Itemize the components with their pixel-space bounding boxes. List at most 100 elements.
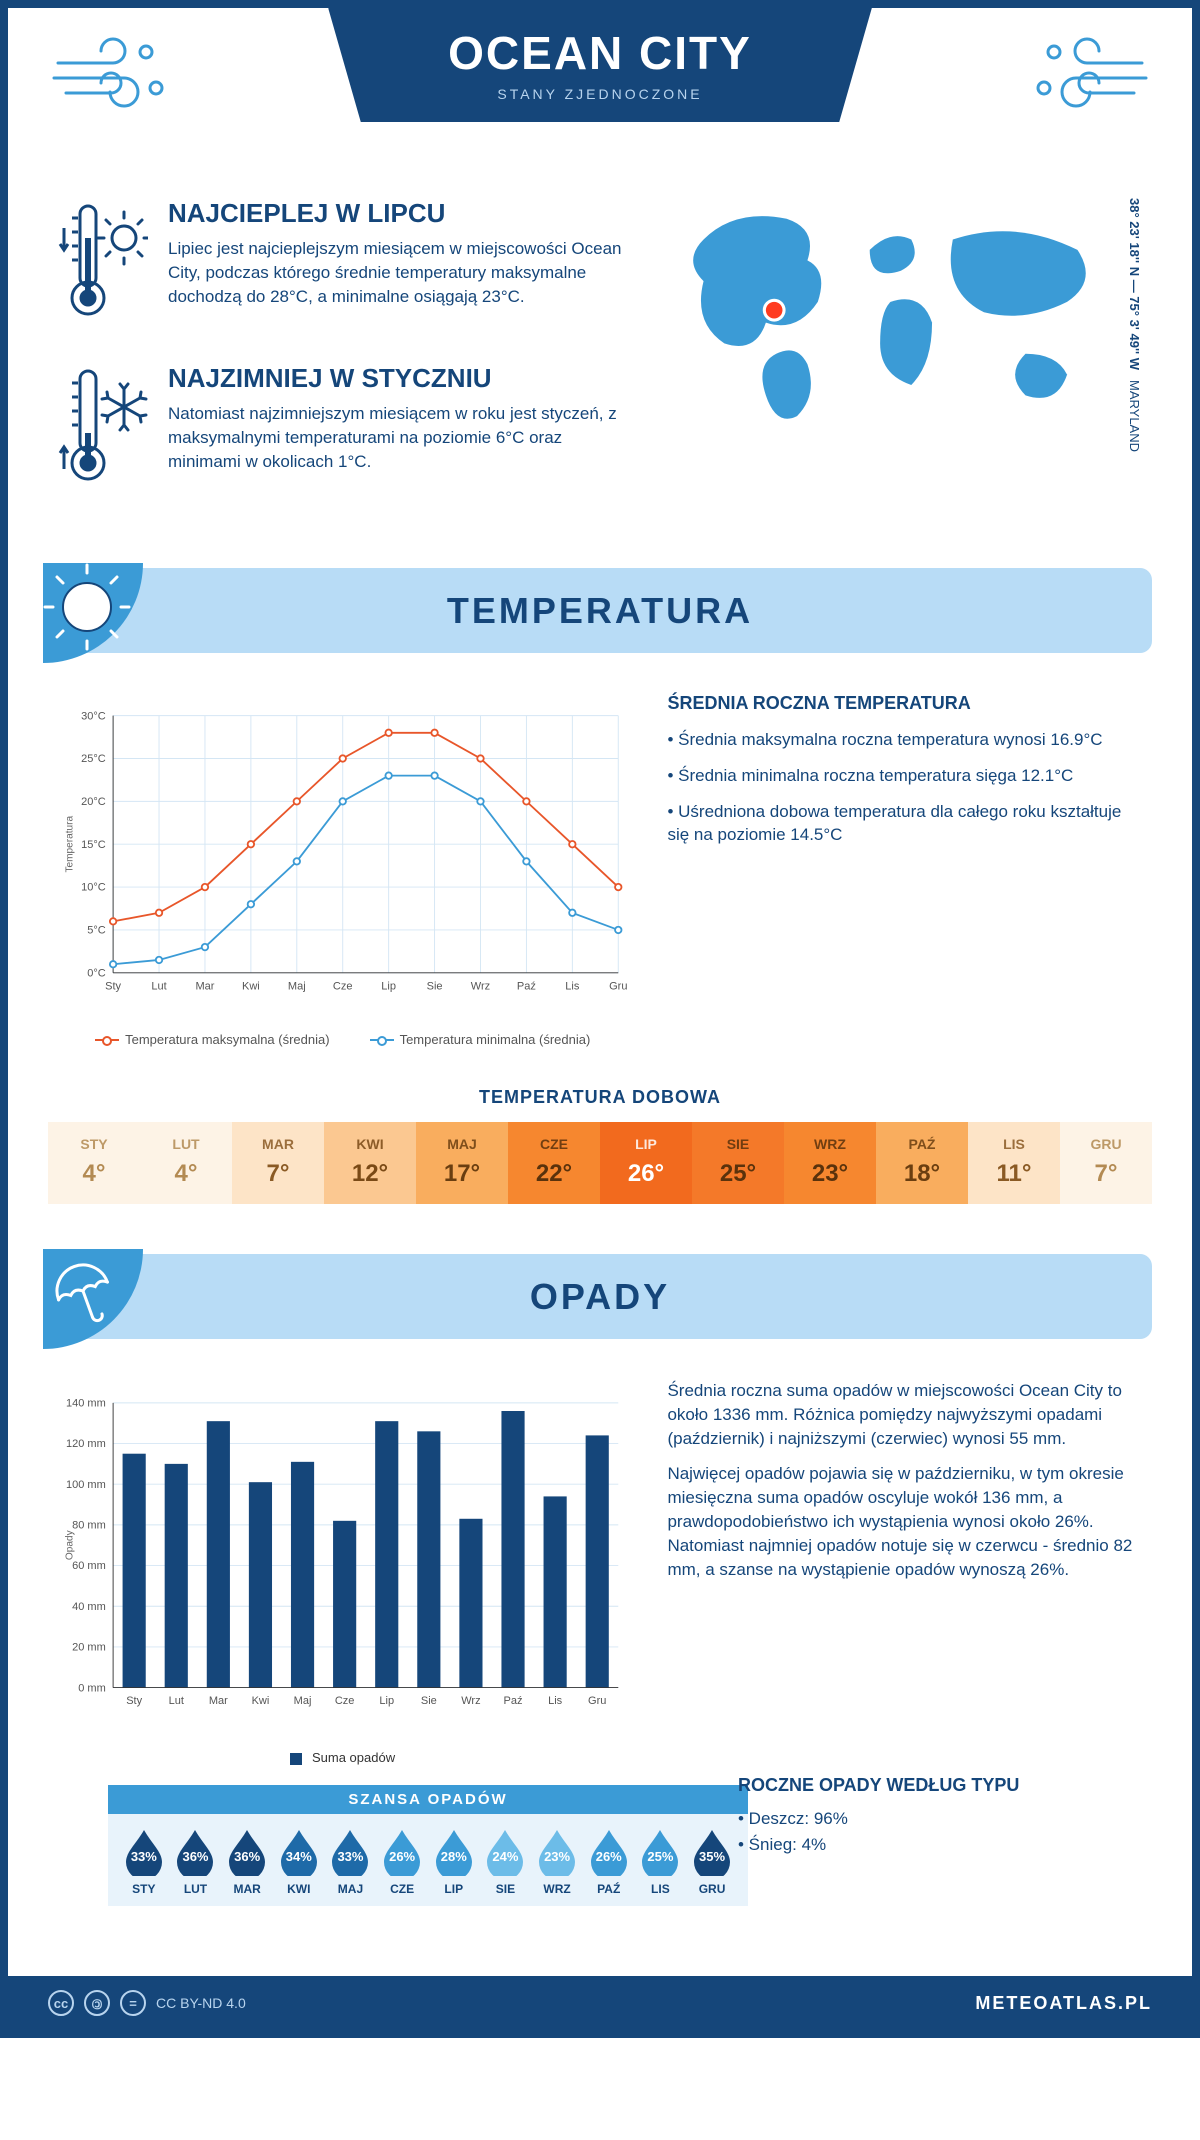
precip-legend-label: Suma opadów [312,1750,395,1765]
svg-text:100 mm: 100 mm [66,1479,106,1491]
chance-pct: 33% [330,1828,370,1876]
daily-temp-cell: WRZ23° [784,1122,876,1204]
legend-max-label: Temperatura maksymalna (średnia) [125,1032,329,1047]
svg-text:Temperatura: Temperatura [65,816,76,873]
temperature-chart-area: 0°C5°C10°C15°C20°C25°C30°CStyLutMarKwiMa… [58,693,627,1047]
precip-chart-area: 0 mm20 mm40 mm60 mm80 mm100 mm120 mm140 … [58,1379,627,1765]
chance-drop: 24% SIE [485,1828,525,1896]
svg-text:0°C: 0°C [87,967,106,979]
wind-icon-right [1022,28,1152,128]
chance-drop: 36% LUT [175,1828,215,1896]
svg-text:Sty: Sty [105,980,121,992]
svg-text:Cze: Cze [335,1695,355,1707]
cc-icon: cc [48,1990,74,2016]
daily-month: MAJ [420,1136,504,1152]
daily-value: 18° [880,1160,964,1188]
climate-summary: NAJCIEPLEJ W LIPCU Lipiec jest najcieple… [58,198,632,528]
section-header-precipitation: OPADY [48,1254,1152,1339]
daily-temp-cell: MAR7° [232,1122,324,1204]
precip-type-block: ROCZNE OPADY WEDŁUG TYPU • Deszcz: 96%• … [738,1775,1142,1857]
temp-bullet: • Średnia minimalna roczna temperatura s… [667,764,1142,788]
daily-temp-cell: STY4° [48,1122,140,1204]
svg-text:Kwi: Kwi [252,1695,270,1707]
top-info-row: NAJCIEPLEJ W LIPCU Lipiec jest najcieple… [8,188,1192,568]
thermometer-hot-icon [58,198,148,333]
chance-month: SIE [485,1882,525,1896]
daily-temp-cell: CZE22° [508,1122,600,1204]
precipitation-bar-chart: 0 mm20 mm40 mm60 mm80 mm100 mm120 mm140 … [58,1379,627,1739]
nd-icon: = [120,1990,146,2016]
chance-pct: 33% [124,1828,164,1876]
chance-pct: 36% [175,1828,215,1876]
chance-pct: 34% [279,1828,319,1876]
daily-temp-cell: GRU7° [1060,1122,1152,1204]
svg-text:Cze: Cze [333,980,353,992]
temp-legend: Temperatura maksymalna (średnia) Tempera… [58,1032,627,1047]
svg-text:Lip: Lip [381,980,396,992]
chance-drop: 28%LIP [434,1828,474,1896]
chance-month: KWI [279,1882,319,1896]
coldest-block: NAJZIMNIEJ W STYCZNIU Natomiast najzimni… [58,363,632,498]
svg-text:Lut: Lut [151,980,166,992]
chance-pct: 25% [640,1828,680,1876]
daily-temp-cell: SIE25° [692,1122,784,1204]
svg-text:20 mm: 20 mm [72,1642,106,1654]
chance-month: LUT [175,1882,215,1896]
svg-text:Sie: Sie [427,980,443,992]
chance-pct: 24% [485,1828,525,1876]
legend-min-label: Temperatura minimalna (średnia) [400,1032,591,1047]
daily-value: 23° [788,1160,872,1188]
precip-p2: Najwięcej opadów pojawia się w październ… [667,1462,1142,1581]
wind-icon-left [48,28,178,128]
svg-text:Paź: Paź [504,1695,523,1707]
country-subtitle: STANY ZJEDNOCZONE [448,86,752,102]
daily-month: LIP [604,1136,688,1152]
hottest-body: Lipiec jest najcieplejszym miesiącem w m… [168,237,632,308]
chance-drop: 35%GRU [692,1828,732,1896]
chance-pct: 26% [382,1828,422,1876]
chance-drop: 33%MAJ [330,1828,370,1896]
svg-text:Mar: Mar [209,1695,228,1707]
daily-month: GRU [1064,1136,1148,1152]
chance-drop: 34% KWI [279,1828,319,1896]
temp-bullet: • Uśredniona dobowa temperatura dla całe… [667,800,1142,848]
svg-text:Maj: Maj [294,1695,312,1707]
chance-month: PAŹ [589,1882,629,1896]
chance-month: WRZ [537,1882,577,1896]
chance-pct: 28% [434,1828,474,1876]
daily-temp-cell: LUT4° [140,1122,232,1204]
temp-bullet: • Średnia maksymalna roczna temperatura … [667,728,1142,752]
temperature-side-text: ŚREDNIA ROCZNA TEMPERATURA • Średnia mak… [667,693,1142,1047]
precipitation-section-title: OPADY [530,1276,670,1318]
daily-month: PAŹ [880,1136,964,1152]
daily-value: 7° [236,1160,320,1188]
temperature-body: 0°C5°C10°C15°C20°C25°C30°CStyLutMarKwiMa… [8,653,1192,1067]
svg-text:Opady: Opady [65,1529,76,1560]
chance-month: STY [124,1882,164,1896]
coordinates: 38° 23' 18'' N — 75° 3' 49'' W MARYLAND [1119,198,1142,528]
by-icon: 🄯 [84,1990,110,2016]
daily-temp-cell: MAJ17° [416,1122,508,1204]
svg-text:80 mm: 80 mm [72,1520,106,1532]
daily-month: STY [52,1136,136,1152]
coldest-title: NAJZIMNIEJ W STYCZNIU [168,363,632,394]
svg-text:Lis: Lis [548,1695,563,1707]
daily-month: CZE [512,1136,596,1152]
city-title: OCEAN CITY [448,26,752,80]
chance-title: SZANSA OPADÓW [108,1785,748,1814]
svg-text:0 mm: 0 mm [78,1682,106,1694]
svg-text:120 mm: 120 mm [66,1438,106,1450]
daily-value: 11° [972,1160,1056,1188]
chance-pct: 26% [589,1828,629,1876]
svg-text:Sty: Sty [126,1695,142,1707]
header-banner: OCEAN CITY STANY ZJEDNOCZONE [8,8,1192,188]
chance-drop: 26% PAŹ [589,1828,629,1896]
title-banner: OCEAN CITY STANY ZJEDNOCZONE [328,8,872,122]
hottest-block: NAJCIEPLEJ W LIPCU Lipiec jest najcieple… [58,198,632,333]
svg-text:60 mm: 60 mm [72,1560,106,1572]
daily-month: KWI [328,1136,412,1152]
svg-text:Gru: Gru [588,1695,606,1707]
svg-text:20°C: 20°C [81,796,106,808]
chance-month: MAR [227,1882,267,1896]
svg-text:40 mm: 40 mm [72,1601,106,1613]
